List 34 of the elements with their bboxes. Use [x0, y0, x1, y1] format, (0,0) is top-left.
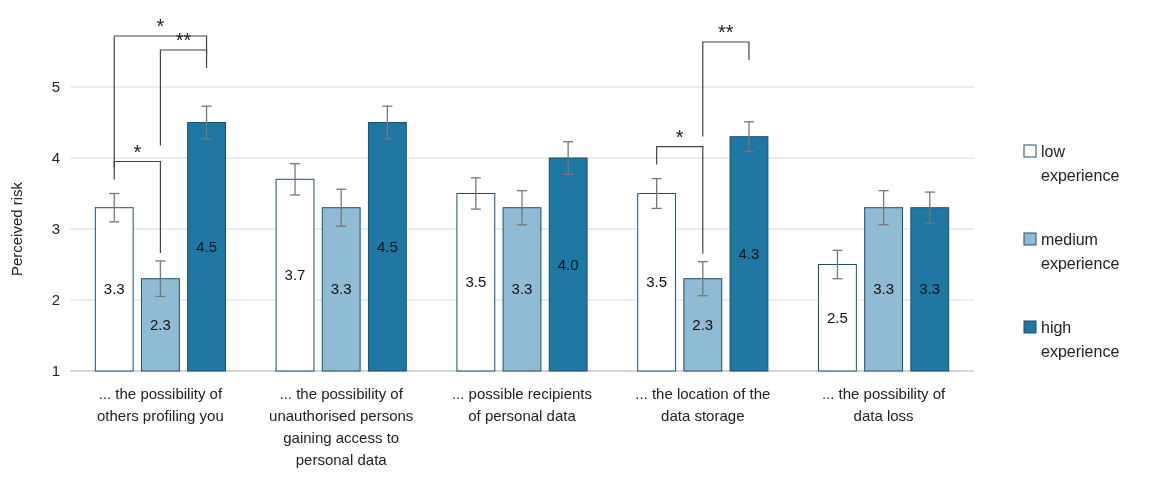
x-tick-label: ... the possibility of data loss	[821, 385, 947, 424]
x-tick-label: ... the possibility of unauthorised persons gaining access to personal data	[269, 385, 414, 468]
y-tick-label: 5	[51, 78, 60, 95]
text: **	[175, 29, 192, 51]
data-label: 3.5	[646, 273, 668, 291]
data-label: 3.3	[511, 280, 533, 298]
annotation: *	[133, 140, 142, 163]
text: *	[156, 15, 165, 37]
x-tick-label: ... the possibility of others profiling you	[97, 385, 224, 424]
y-axis-title: Perceived risk	[8, 181, 25, 277]
data-label: 3.3	[103, 280, 125, 298]
data-label: 2.3	[149, 315, 171, 333]
data-label: 4.5	[196, 237, 217, 255]
data-label: 2.5	[827, 308, 848, 326]
data-label: 4.5	[376, 237, 398, 255]
data-label: 3.7	[284, 266, 306, 284]
data-label: 3.3	[919, 280, 941, 298]
data-label: 4.3	[738, 244, 760, 262]
legend-label: high experience	[1041, 319, 1120, 360]
legend-label: medium experience	[1041, 231, 1120, 272]
data-label: 3.3	[873, 280, 895, 298]
x-tick-label: ... possible recipients of personal data	[451, 385, 593, 424]
legend-label: low experience	[1041, 143, 1120, 184]
y-tick-label: 3	[51, 220, 60, 237]
data-label: 4.0	[557, 255, 579, 273]
x-tick-label: ... the location of the data storage	[635, 385, 771, 424]
text: **	[718, 21, 734, 43]
y-tick-label: 4	[51, 149, 60, 166]
data-label: 3.3	[330, 280, 352, 298]
data-label: 3.5	[465, 273, 487, 291]
data-label: 2.3	[692, 315, 714, 333]
y-tick-label: 1	[51, 362, 60, 379]
y-tick-label: 2	[51, 291, 60, 308]
annotation: *	[675, 125, 684, 148]
